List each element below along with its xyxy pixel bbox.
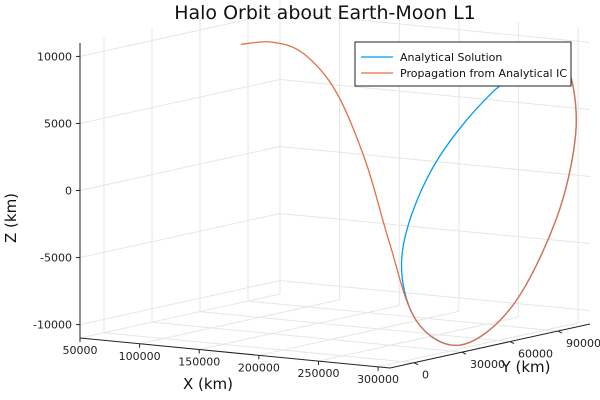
grid-line-z-2 bbox=[79, 146, 281, 191]
y-tick-mark-0 bbox=[413, 362, 419, 366]
grid-line-x-floor-4 bbox=[318, 316, 519, 362]
z-tick-label-3: 5000 bbox=[44, 117, 72, 130]
grid-line-z-back-0 bbox=[279, 280, 591, 312]
x-tick-label-5: 300000 bbox=[357, 373, 399, 386]
grid-line-z-back-4 bbox=[279, 11, 591, 43]
x-tick-label-2: 150000 bbox=[178, 356, 220, 369]
legend: Analytical Solution Propagation from Ana… bbox=[354, 41, 572, 87]
y-tick-label-0: 0 bbox=[422, 369, 429, 382]
grid-line-y-floor-1 bbox=[151, 321, 463, 353]
grid-line-x-floor-3 bbox=[258, 310, 459, 356]
grid-line-z-back-1 bbox=[279, 213, 591, 245]
series-line-0 bbox=[400, 51, 577, 346]
x-axis-line bbox=[79, 337, 391, 369]
grid-line-z-0 bbox=[79, 280, 281, 326]
y-tick-mark-3 bbox=[557, 330, 563, 334]
grid-line-x-floor-1 bbox=[139, 299, 340, 345]
x-tick-label-1: 100000 bbox=[119, 350, 161, 363]
series-line-1 bbox=[241, 41, 577, 347]
y-axis-line bbox=[389, 323, 591, 369]
legend-box bbox=[354, 41, 572, 87]
grid-line-z-back-2 bbox=[279, 146, 591, 177]
x-tick-label-0: 50000 bbox=[63, 344, 98, 357]
grid-line-y-floor-2 bbox=[199, 311, 511, 343]
grid-line-z-1 bbox=[79, 213, 281, 259]
grid-line-x-floor-2 bbox=[199, 305, 400, 351]
y-axis-label: Y (km) bbox=[501, 358, 551, 376]
grid-line-x-floor-5 bbox=[377, 322, 579, 368]
grid-line-y-floor-0 bbox=[103, 332, 415, 364]
grid-line-z-3 bbox=[79, 78, 281, 124]
grid-line-x-floor-0 bbox=[79, 293, 281, 339]
x-axis-label: X (km) bbox=[183, 375, 233, 393]
grid-line-z-4 bbox=[79, 11, 281, 57]
y-tick-mark-2 bbox=[509, 341, 515, 345]
y-tick-label-2: 60000 bbox=[518, 348, 553, 361]
legend-label-propagation: Propagation from Analytical IC bbox=[400, 67, 567, 80]
x-tick-label-3: 200000 bbox=[238, 361, 280, 374]
x-tick-label-4: 250000 bbox=[297, 367, 339, 380]
y-tick-label-3: 90000 bbox=[566, 337, 600, 350]
y-tick-mark-1 bbox=[461, 351, 467, 355]
z-tick-label-4: 10000 bbox=[37, 50, 72, 63]
z-tick-label-0: -10000 bbox=[33, 319, 72, 332]
z-tick-label-1: -5000 bbox=[40, 252, 72, 265]
z-tick-label-2: 0 bbox=[65, 185, 72, 198]
grid-line-y-floor-3 bbox=[247, 300, 559, 332]
z-axis-label: Z (km) bbox=[2, 193, 20, 243]
chart-title: Halo Orbit about Earth-Moon L1 bbox=[174, 2, 476, 24]
legend-label-analytical: Analytical Solution bbox=[400, 51, 502, 64]
y-tick-label-1: 30000 bbox=[470, 358, 505, 371]
